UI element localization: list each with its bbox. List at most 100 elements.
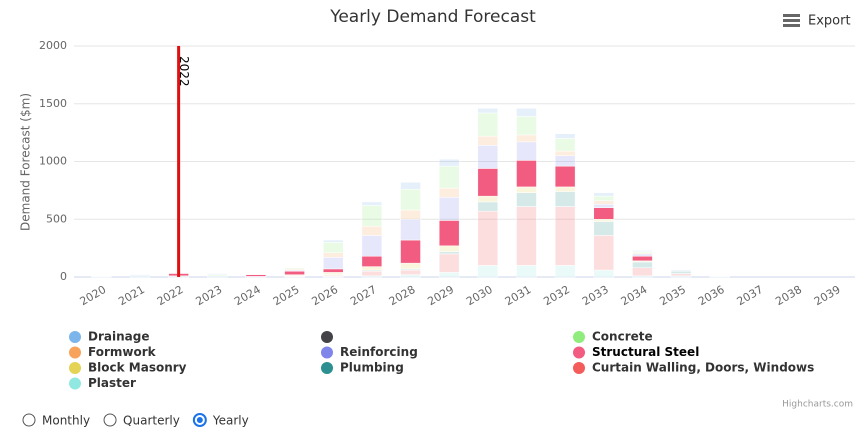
legend-item[interactable]: Reinforcing: [321, 345, 418, 359]
legend-item[interactable]: Curtain Walling, Doors, Windows: [573, 361, 814, 375]
bar-segment: [400, 188, 421, 211]
bar-segment: [438, 220, 460, 247]
y-tick-label: 500: [46, 212, 67, 225]
period-radio[interactable]: Monthly: [22, 413, 90, 428]
bar-segment: [554, 206, 576, 266]
bar-segment: [670, 269, 692, 272]
bar-segment: [709, 276, 730, 278]
period-radio[interactable]: Yearly: [192, 413, 249, 428]
legend-marker: [69, 377, 81, 390]
legend-item[interactable]: Formwork: [69, 345, 157, 359]
legend-label: Plaster: [88, 376, 136, 390]
bar-segment: [593, 192, 615, 197]
bar-segment: [284, 267, 305, 270]
bar-segment: [438, 165, 460, 189]
legend-item[interactable]: Structural Steel: [573, 345, 699, 359]
bar-segment: [361, 235, 383, 257]
bar-segment: [284, 270, 305, 275]
bar-segment: [438, 158, 460, 167]
bar-segment: [400, 182, 421, 190]
bar-segment: [322, 272, 344, 275]
legend-item[interactable]: [321, 331, 333, 343]
radio-dot: [196, 417, 203, 423]
x-tick-label: 2024: [232, 283, 263, 308]
bar-segment: [516, 186, 537, 193]
bar-segment: [361, 266, 383, 271]
legend-marker: [573, 362, 585, 374]
x-tick-label: 2039: [812, 283, 843, 308]
legend-item[interactable]: Plaster: [69, 376, 136, 390]
legend-item[interactable]: Block Masonry: [69, 361, 187, 375]
x-tick-label: 2028: [387, 283, 418, 308]
bar-segment: [554, 191, 576, 207]
x-tick-label: 2021: [116, 283, 147, 308]
bar-segment: [593, 203, 615, 208]
bar-segment: [477, 195, 499, 203]
bar-segment: [207, 273, 228, 275]
legend-label: Reinforcing: [340, 345, 418, 359]
bar-segment: [632, 261, 653, 269]
menu-icon: [783, 24, 800, 27]
bar-segment: [400, 209, 421, 220]
y-tick-label: 0: [60, 270, 67, 283]
legend-item[interactable]: Concrete: [573, 330, 653, 344]
chart-title: Yearly Demand Forecast: [329, 7, 536, 27]
bar-segment: [477, 112, 499, 137]
bar-segment: [516, 108, 537, 117]
bar-segment: [438, 187, 460, 198]
period-radio[interactable]: Quarterly: [103, 413, 180, 428]
bar-segment: [361, 201, 383, 206]
bar-segment: [400, 262, 421, 270]
export-button[interactable]: Export: [783, 14, 851, 29]
legend-item[interactable]: Plumbing: [321, 361, 404, 375]
x-tick-label: 2020: [78, 283, 109, 308]
radio-button: [22, 413, 36, 427]
bar-segment: [516, 265, 537, 278]
bar-segment: [593, 269, 615, 278]
bar-segment: [516, 192, 537, 207]
legend-item[interactable]: Drainage: [69, 330, 149, 344]
legend-marker: [573, 331, 585, 343]
bar-segment: [554, 265, 576, 278]
x-tick-label: 2038: [773, 283, 804, 308]
radio-label: Yearly: [212, 414, 249, 428]
bar-segment: [477, 265, 499, 278]
bar-segment: [516, 134, 537, 143]
bar-segment: [632, 250, 653, 252]
x-tick-label: 2027: [348, 283, 379, 308]
bar-segment: [593, 221, 615, 236]
bar-segment: [322, 252, 344, 258]
bar-segment: [516, 206, 537, 266]
bar-segment: [438, 251, 460, 255]
bar-segment: [477, 145, 499, 169]
legend-marker: [69, 346, 81, 359]
legend-label: Drainage: [88, 330, 149, 344]
legend-marker: [321, 362, 333, 374]
radio-button: [103, 413, 117, 427]
legend-label: Curtain Walling, Doors, Windows: [592, 361, 814, 375]
bar-segment: [670, 273, 692, 277]
bar-segment: [554, 165, 576, 188]
legend-marker: [321, 331, 333, 343]
bar-segment: [632, 255, 653, 262]
bar-segment: [632, 253, 653, 257]
bar-segment: [554, 133, 576, 139]
plot-line-label: 2022: [177, 56, 191, 87]
bar-segment: [593, 195, 615, 202]
bar-segment: [438, 272, 460, 278]
legend-label: Plumbing: [340, 361, 404, 375]
legend-label: Block Masonry: [88, 361, 187, 375]
y-tick-label: 1000: [39, 155, 67, 168]
bar-segment: [593, 207, 615, 220]
bar-segment: [593, 200, 615, 205]
radio-label: Monthly: [42, 414, 90, 428]
x-tick-label: 2023: [194, 283, 225, 308]
bar-segment: [477, 210, 499, 266]
legend-label: Formwork: [88, 345, 157, 359]
bar-segment: [593, 235, 615, 271]
bar-segment: [361, 225, 383, 236]
x-tick-label: 2035: [657, 283, 688, 308]
bar-segment: [322, 268, 344, 273]
bar-segment: [632, 267, 653, 277]
